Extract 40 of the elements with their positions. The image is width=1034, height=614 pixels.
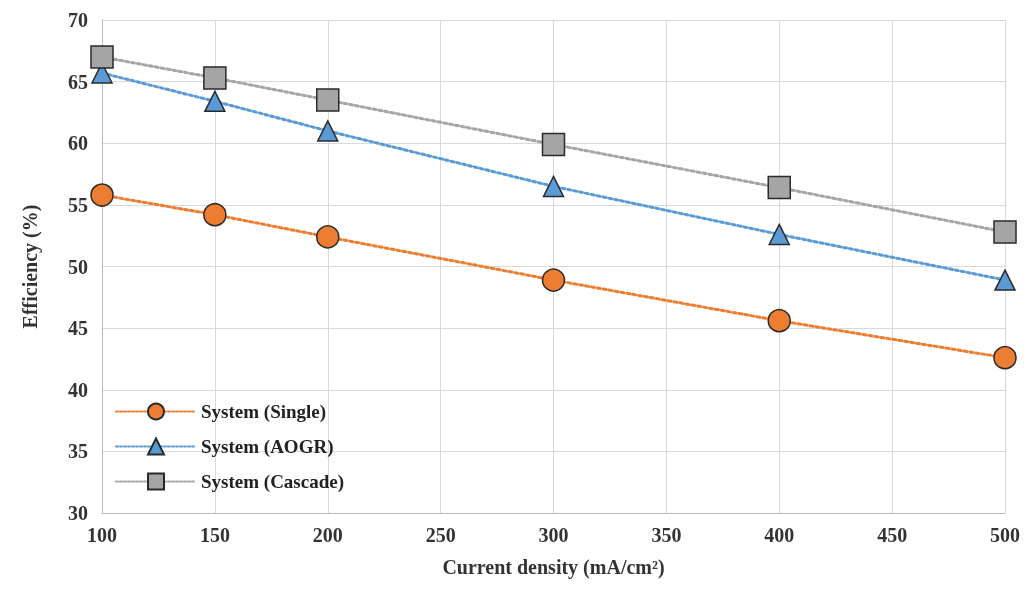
- x-tick-label: 300: [538, 524, 569, 546]
- legend-label: System (Single): [201, 401, 327, 423]
- x-tick-label: 250: [425, 524, 456, 546]
- x-tick-label: 500: [990, 524, 1020, 546]
- point: [203, 66, 227, 90]
- x-axis-title: Current density (mA/cm²): [442, 556, 665, 579]
- y-tick-label: 70: [68, 9, 88, 31]
- legend-label: System (Cascade): [201, 471, 345, 493]
- point: [541, 268, 566, 292]
- x-tick-label: 450: [877, 524, 908, 546]
- y-tick-label: 40: [68, 378, 88, 401]
- point: [541, 132, 566, 157]
- y-tick-label: 55: [68, 193, 88, 216]
- point: [767, 175, 791, 200]
- point: [317, 120, 339, 142]
- point: [204, 90, 226, 113]
- x-tick-label: 150: [199, 524, 230, 546]
- x-tick-label: 350: [651, 524, 682, 546]
- y-tick-label: 45: [68, 317, 88, 340]
- point: [203, 202, 227, 227]
- point: [767, 308, 791, 333]
- y-tick-label: 60: [68, 132, 88, 155]
- point: [993, 220, 1017, 244]
- legend-label: System (AOGR): [201, 436, 334, 458]
- point: [542, 175, 565, 198]
- x-tick-label: 400: [764, 524, 795, 546]
- point: [316, 88, 340, 112]
- point: [994, 269, 1016, 291]
- point: [316, 225, 340, 249]
- point: [993, 345, 1017, 370]
- x-tick-label: 200: [312, 524, 343, 546]
- point: [90, 183, 114, 207]
- point: [768, 223, 790, 246]
- y-tick-label: 65: [68, 70, 88, 93]
- y-tick-label: 50: [68, 255, 88, 278]
- point: [90, 45, 114, 69]
- y-tick-label: 30: [68, 502, 88, 524]
- x-tick-label: 100: [87, 524, 117, 546]
- y-axis-title: Efficiency (%): [19, 204, 42, 329]
- y-tick-label: 35: [68, 440, 88, 463]
